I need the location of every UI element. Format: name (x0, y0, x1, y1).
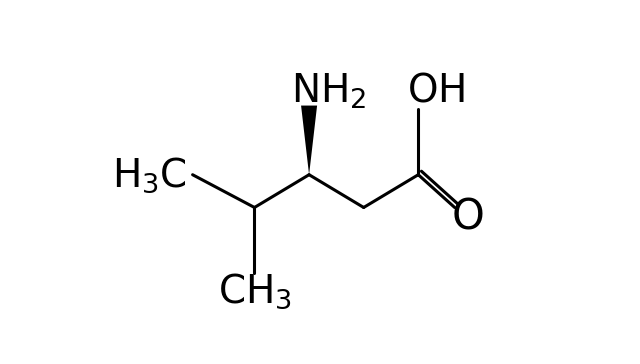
Polygon shape (301, 106, 317, 175)
Text: $\mathsf{NH_2}$: $\mathsf{NH_2}$ (291, 71, 367, 111)
Text: $\mathsf{OH}$: $\mathsf{OH}$ (408, 72, 465, 110)
Text: $\mathsf{O}$: $\mathsf{O}$ (451, 195, 484, 238)
Text: $\mathsf{CH_3}$: $\mathsf{CH_3}$ (218, 272, 291, 311)
Text: $\mathsf{H_3C}$: $\mathsf{H_3C}$ (112, 155, 187, 194)
